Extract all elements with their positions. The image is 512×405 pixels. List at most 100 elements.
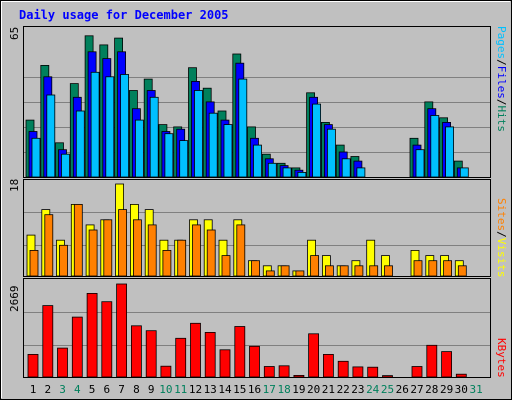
legend-visits: Visits bbox=[495, 238, 508, 278]
kbytes-bar bbox=[175, 337, 187, 378]
day-label: 3 bbox=[59, 383, 66, 396]
sites-bar bbox=[132, 219, 142, 277]
day-label: 1 bbox=[30, 383, 37, 396]
pages-bar bbox=[267, 162, 277, 178]
x-axis-labels: 1 2 3 4 5 6 7 8 9 10 11 12 13 14 15 16 17 18 19 20 21 22 23 24 2… bbox=[30, 383, 483, 396]
pages-bar bbox=[194, 90, 203, 178]
day-label: 2 bbox=[44, 383, 51, 396]
kbytes-bar bbox=[293, 374, 305, 378]
legend-separator: / bbox=[495, 59, 508, 66]
pages-bar bbox=[75, 110, 85, 178]
day-label: 20 bbox=[307, 383, 320, 396]
day-label: 6 bbox=[103, 383, 110, 396]
legend-separator: / bbox=[495, 231, 508, 238]
sites-bar bbox=[384, 265, 393, 277]
day-label: 24 bbox=[366, 383, 380, 396]
day-label: 26 bbox=[396, 383, 409, 396]
pages-bar bbox=[356, 167, 366, 178]
day-label: 12 bbox=[189, 383, 202, 396]
sites-bar bbox=[192, 224, 201, 277]
pages-bar bbox=[415, 149, 425, 178]
kbytes-bar bbox=[71, 316, 83, 378]
day-label: 21 bbox=[322, 383, 335, 396]
kbytes-legend: KBytes bbox=[495, 338, 508, 378]
sites-bar bbox=[29, 249, 39, 277]
kbytes-bar bbox=[160, 365, 172, 378]
day-label: 5 bbox=[89, 383, 96, 396]
day-label: 23 bbox=[351, 383, 364, 396]
pages-bar bbox=[459, 167, 469, 178]
pages-bar bbox=[31, 137, 41, 178]
kbytes-bar bbox=[86, 292, 98, 378]
sites-bar bbox=[44, 214, 54, 277]
kbytes-bar bbox=[234, 326, 246, 378]
kbytes-bar bbox=[426, 344, 438, 378]
kbytes-bar bbox=[57, 347, 68, 378]
legend-separator: / bbox=[495, 99, 508, 106]
day-label: 28 bbox=[425, 383, 438, 396]
kbytes-bar bbox=[249, 345, 260, 378]
sites-bar bbox=[339, 265, 349, 277]
pages-bar bbox=[105, 76, 115, 178]
kbytes-bar bbox=[382, 375, 393, 378]
pages-bar bbox=[238, 78, 248, 178]
day-label: 9 bbox=[148, 383, 155, 396]
day-label: 13 bbox=[204, 383, 217, 396]
sites-bar bbox=[265, 270, 275, 277]
day-label: 27 bbox=[410, 383, 423, 396]
pages-bar bbox=[208, 112, 218, 178]
sites-bar bbox=[177, 239, 187, 277]
kbytes-bar bbox=[352, 366, 364, 378]
pages-bar bbox=[149, 96, 159, 178]
sites-bar bbox=[73, 203, 83, 277]
pages-bar bbox=[430, 115, 440, 178]
sites-bar bbox=[118, 209, 127, 277]
kbytes-bar bbox=[278, 365, 290, 378]
pages-bar bbox=[326, 128, 336, 178]
kbytes-bar bbox=[101, 301, 113, 378]
kbytes-bar bbox=[308, 333, 320, 378]
legend-kbytes: KBytes bbox=[495, 338, 508, 378]
day-label: 14 bbox=[218, 383, 232, 396]
visits-legend: Sites/Visits bbox=[495, 198, 508, 278]
kbytes-bar bbox=[411, 366, 423, 378]
day-label: 15 bbox=[233, 383, 246, 396]
sites-bar bbox=[236, 224, 246, 277]
day-label: 11 bbox=[174, 383, 187, 396]
kbytes-bar bbox=[27, 353, 39, 378]
day-label: 18 bbox=[277, 383, 290, 396]
chart-title: Daily usage for December 2005 bbox=[19, 8, 229, 22]
kbytes-bar bbox=[337, 360, 349, 378]
pages-bar bbox=[341, 158, 351, 178]
pages-bar bbox=[282, 167, 292, 178]
day-label: 19 bbox=[292, 383, 305, 396]
day-label: 31 bbox=[469, 383, 482, 396]
kbytes-bar bbox=[204, 331, 216, 378]
kbytes-bar bbox=[145, 330, 157, 378]
sites-bar bbox=[443, 260, 453, 277]
legend-hits: Hits bbox=[495, 106, 508, 133]
kbytes-bar bbox=[130, 325, 142, 378]
sites-bar bbox=[162, 249, 172, 277]
visits-max-label: 18 bbox=[8, 179, 21, 192]
pages-bar bbox=[134, 119, 144, 178]
sites-bar bbox=[103, 219, 113, 277]
day-label: 4 bbox=[74, 383, 81, 396]
pages-bar bbox=[297, 171, 307, 178]
pages-bar bbox=[46, 94, 56, 178]
legend-files: Files bbox=[495, 66, 508, 99]
legend-sites: Sites bbox=[495, 198, 508, 231]
day-label: 10 bbox=[159, 383, 172, 396]
bars bbox=[25, 35, 469, 378]
sites-bar bbox=[354, 265, 364, 277]
sites-bar bbox=[295, 270, 305, 277]
pages-bar bbox=[90, 71, 100, 178]
sites-bar bbox=[59, 244, 68, 277]
kbytes-bar bbox=[263, 366, 275, 378]
sites-bar bbox=[88, 229, 98, 277]
pages-bar bbox=[223, 124, 233, 178]
pages-bar bbox=[179, 140, 189, 178]
kbytes-max-label: 2669 bbox=[8, 286, 21, 313]
